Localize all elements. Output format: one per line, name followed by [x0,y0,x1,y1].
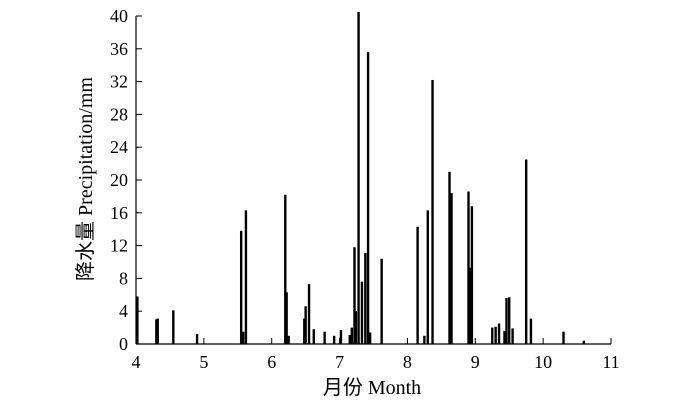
precipitation-bar [450,193,453,344]
precipitation-bar [350,327,353,344]
precipitation-bar [368,332,372,344]
precipitation-bar [426,210,429,344]
precipitation-bar [348,334,351,344]
precipitation-bar [357,11,360,345]
x-ticks: 4 5 6 7 8 9 10 11 [132,338,620,372]
precipitation-bar [511,328,514,344]
precipitation-bar [195,334,199,344]
precipitation-bar [353,247,356,344]
y-tick-label: 28 [110,104,128,124]
precipitation-bar [416,226,419,344]
precipitation-bar [239,230,243,344]
bar-series [136,11,586,345]
x-tick-label: 10 [534,352,552,372]
precipitation-bar [497,323,501,344]
precipitation-bar [136,296,139,344]
x-tick-label: 5 [199,352,208,372]
x-tick-label: 8 [403,352,412,372]
x-tick-label: 6 [267,352,276,372]
precipitation-bar [285,292,288,344]
precipitation-bar [303,318,306,344]
x-tick-label: 11 [602,352,619,372]
y-tick-label: 12 [110,236,128,256]
precipitation-bar [366,52,370,345]
precipitation-bar [431,79,434,345]
precipitation-bar [503,330,506,344]
precipitation-bar [582,340,586,344]
precipitation-bar [562,331,565,344]
y-tick-label: 24 [110,137,128,157]
y-ticks: 0 4 8 12 16 20 24 28 32 36 40 [110,6,142,354]
y-axis-title: 降水量 Precipitation/mm [74,77,97,281]
precipitation-bar [470,206,474,344]
precipitation-bar [242,331,245,344]
precipitation-bar [505,298,508,344]
precipitation-bar [156,318,159,344]
x-axis-title: 月份 Month [323,376,421,399]
precipitation-bar [172,310,175,344]
precipitation-bar [323,331,326,344]
precipitation-bar [287,335,290,344]
precipitation-bar [332,335,336,344]
y-tick-label: 0 [119,334,128,354]
precipitation-bar [312,329,315,344]
precipitation-bar [491,327,494,344]
precipitation-bar [339,330,343,344]
precipitation-bar [307,284,311,344]
x-tick-label: 7 [335,352,344,372]
y-tick-label: 8 [119,268,128,288]
precipitation-bar [284,194,287,344]
precipitation-bar [468,267,472,344]
precipitation-bar [524,159,528,344]
precipitation-bar [467,191,470,344]
y-tick-label: 4 [119,301,128,321]
y-tick-label: 36 [110,39,128,59]
y-tick-label: 40 [110,6,128,26]
x-tick-label: 9 [471,352,480,372]
y-tick-label: 20 [110,170,128,190]
precipitation-bar [448,171,451,344]
precipitation-bar [364,252,367,344]
precipitation-bar [423,335,426,344]
precipitation-bar [508,297,511,344]
y-tick-label: 16 [110,203,128,223]
precipitation-bar [380,258,383,344]
y-tick-label: 32 [110,72,128,92]
precipitation-bar [304,306,307,344]
precipitation-bar [529,318,533,344]
precipitation-bar [244,210,248,344]
precipitation-bar [494,326,497,344]
x-tick-label: 4 [132,352,141,372]
precipitation-bar [354,311,358,344]
precipitation-bar [360,281,364,344]
precipitation-bar [155,319,158,344]
